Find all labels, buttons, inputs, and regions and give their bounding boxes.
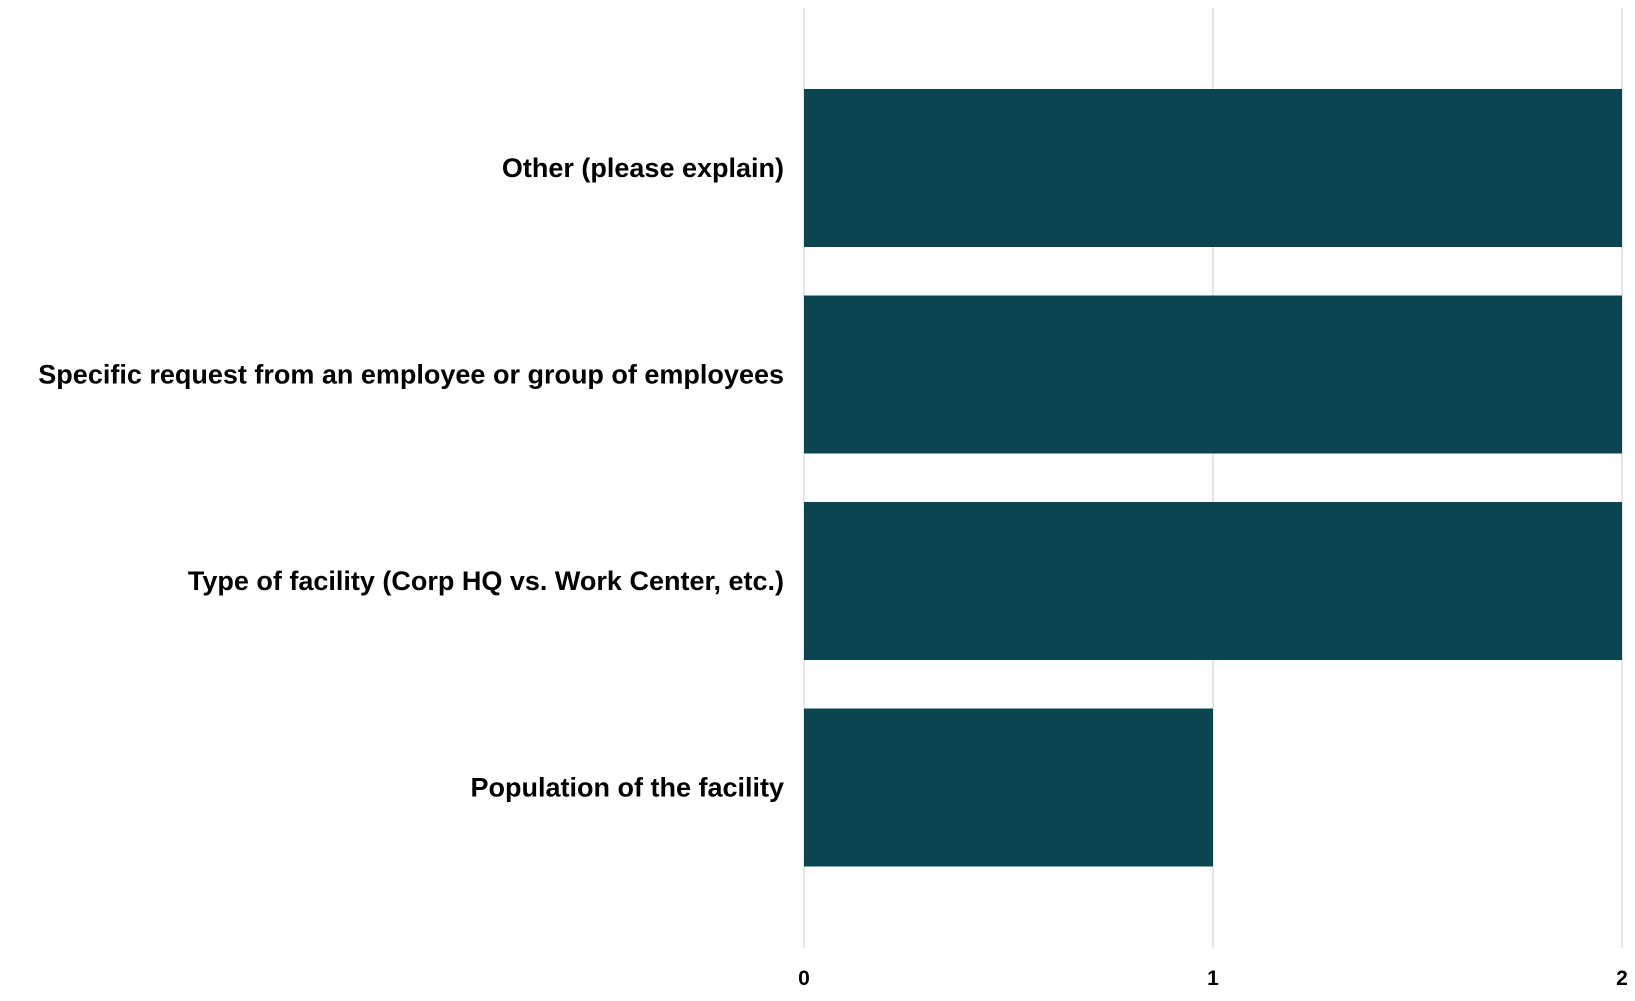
- bar[interactable]: [804, 295, 1622, 454]
- category-labels: Other (please explain) Specific request f…: [38, 153, 784, 803]
- category-label: Specific request from an employee or gro…: [38, 360, 784, 390]
- category-label: Other (please explain): [502, 153, 784, 183]
- x-tick-label: 2: [1616, 967, 1628, 990]
- bar[interactable]: [804, 502, 1622, 660]
- x-tick-label: 1: [1207, 967, 1219, 990]
- x-tick-label: 0: [798, 967, 810, 990]
- bar[interactable]: [804, 89, 1622, 247]
- category-label: Population of the facility: [470, 773, 784, 803]
- bars: [804, 89, 1622, 867]
- x-axis-ticks: 0 1 2: [798, 967, 1628, 990]
- bar[interactable]: [804, 708, 1213, 867]
- category-label: Type of facility (Corp HQ vs. Work Cente…: [188, 566, 784, 596]
